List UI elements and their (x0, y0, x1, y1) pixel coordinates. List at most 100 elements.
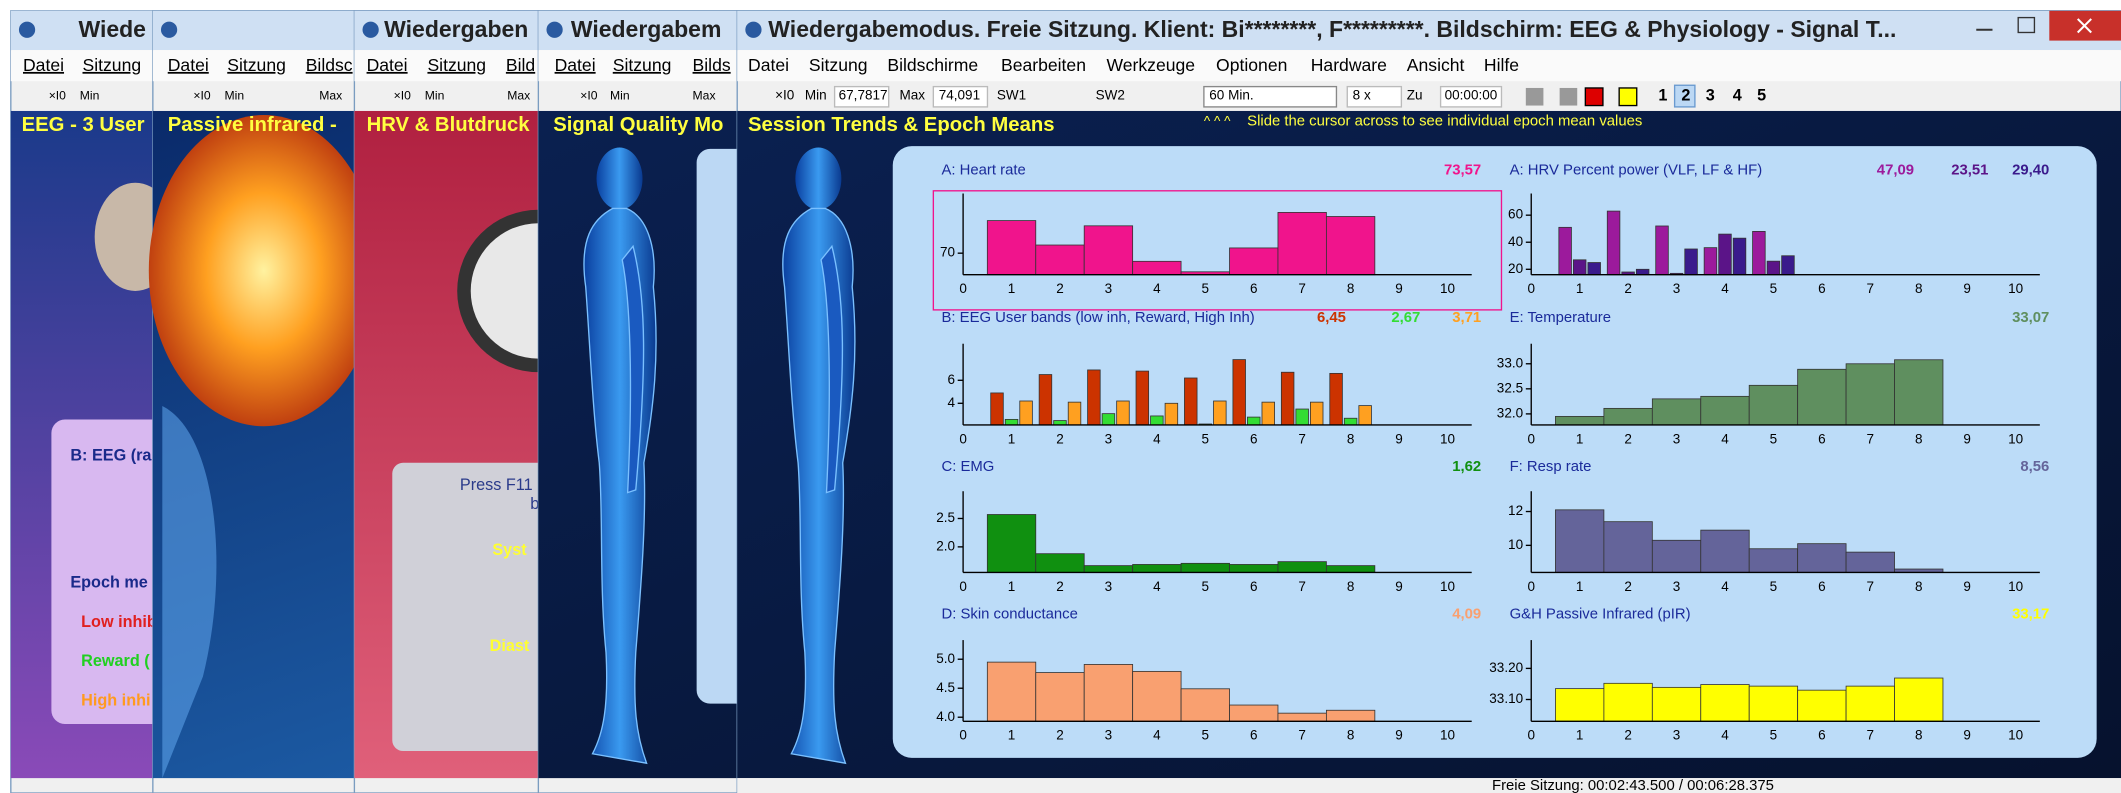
menu-item[interactable]: Hilfe (1484, 55, 1519, 75)
bar (1359, 406, 1372, 425)
x-tick-label: 1 (1576, 579, 1584, 594)
toolbar-label: Max (900, 88, 926, 103)
window-title: Wiedergabemodus. Freie Sitzung. Klient: … (768, 16, 1896, 42)
menu-item[interactable]: Bilds (693, 55, 731, 75)
toolbar-label: Max (507, 88, 530, 102)
menu-item[interactable]: Sitzung (427, 55, 486, 75)
bar (1181, 563, 1229, 572)
y-tick-label: 40 (1508, 234, 1523, 249)
x-tick-label: 2 (1056, 579, 1064, 594)
x-tick-label: 8 (1915, 728, 1923, 743)
x-tick-label: 6 (1250, 281, 1258, 296)
menu-item[interactable]: Sitzung (83, 55, 142, 75)
x-tick-label: 9 (1963, 281, 1971, 296)
y-tick-label: 5.0 (936, 651, 955, 666)
x-tick-label: 0 (959, 579, 967, 594)
readout: 47,09 (1877, 162, 1914, 178)
x-tick-label: 4 (1153, 281, 1161, 296)
menu-item[interactable]: Hardware (1311, 55, 1387, 75)
x-tick-label: 6 (1250, 728, 1258, 743)
menu-item[interactable]: Optionen (1216, 55, 1287, 75)
x-tick-label: 7 (1867, 579, 1875, 594)
menu-item[interactable]: Sitzung (613, 55, 672, 75)
x-tick-label: 4 (1721, 431, 1729, 446)
x-tick-label: 2 (1056, 728, 1064, 743)
x-tick-label: 3 (1673, 728, 1681, 743)
x-tick-label: 8 (1347, 431, 1355, 446)
toolbar-label[interactable]: 5 (1757, 86, 1766, 104)
bar (1701, 396, 1749, 425)
panel-text: Low inhib (81, 613, 157, 631)
x-tick-label: 10 (1440, 728, 1455, 743)
window-title: Wiede (78, 16, 146, 42)
bar (1604, 522, 1652, 573)
menu-item[interactable]: Bearbeiten (1001, 55, 1086, 75)
toolbar-label[interactable]: 1 (1658, 86, 1667, 104)
bar (1753, 231, 1766, 274)
bar (1133, 564, 1181, 572)
x-tick-label: 3 (1105, 281, 1113, 296)
bar (1262, 402, 1275, 425)
chart-title: F: Resp rate (1510, 459, 1592, 475)
menu-item[interactable]: Sitzung (227, 55, 286, 75)
toolbar-label[interactable]: 2 (1681, 86, 1690, 104)
x-tick-label: 1 (1576, 728, 1584, 743)
x-tick-label: 0 (959, 728, 967, 743)
x-tick-label: 4 (1153, 579, 1161, 594)
bar (1652, 540, 1700, 572)
menu-item[interactable]: Datei (23, 55, 64, 75)
x-tick-label: 2 (1056, 431, 1064, 446)
bar (1084, 226, 1132, 275)
menu-item[interactable]: Ansicht (1407, 55, 1465, 75)
toolbar-label[interactable]: 3 (1706, 86, 1715, 104)
bar (987, 515, 1035, 573)
toolbar-label[interactable]: Zu (1407, 88, 1423, 103)
x-tick-label: 10 (2008, 431, 2023, 446)
bar (1846, 364, 1894, 425)
bar (1036, 554, 1084, 573)
bar (1704, 248, 1717, 275)
x-tick-label: 2 (1624, 431, 1632, 446)
y-tick-label: 6 (947, 372, 955, 387)
menu-item[interactable]: Bildschirme (887, 55, 978, 75)
menu-item[interactable]: Werkzeuge (1106, 55, 1195, 75)
bar (1846, 686, 1894, 721)
toolbar-label[interactable]: SW1 (997, 88, 1026, 103)
x-tick-label: 8 (1915, 281, 1923, 296)
bar (1798, 690, 1846, 721)
x-tick-label: 5 (1770, 728, 1778, 743)
bar (1749, 549, 1797, 573)
x-tick-label: 10 (1440, 281, 1455, 296)
toolbar-label[interactable]: SW2 (1096, 88, 1125, 103)
window-title: Wiedergabem (571, 16, 722, 42)
menu-item[interactable]: Datei (555, 55, 596, 75)
readout: 33,17 (2012, 606, 2049, 622)
x-tick-label: 5 (1202, 728, 1210, 743)
menu-item[interactable]: Bild (506, 55, 535, 75)
screen-title: Session Trends & Epoch Means (748, 114, 1054, 136)
toolbar-label[interactable]: 4 (1733, 86, 1742, 104)
bar (1555, 689, 1603, 722)
menu-item[interactable]: Datei (168, 55, 209, 75)
panel-text: Press F11 (460, 476, 533, 494)
readout: 23,51 (1951, 162, 1988, 178)
x-tick-label: 5 (1202, 281, 1210, 296)
x-tick-label: 4 (1721, 281, 1729, 296)
menu-item[interactable]: Sitzung (809, 55, 868, 75)
x-tick-label: 8 (1347, 728, 1355, 743)
bar (1084, 566, 1132, 573)
x-tick-label: 5 (1770, 281, 1778, 296)
menu-item[interactable]: Datei (367, 55, 408, 75)
bar (1749, 385, 1797, 425)
toolbar-label[interactable]: 00:00:00 (1445, 88, 1498, 103)
y-tick-label: 2.0 (936, 538, 955, 553)
screen-title: HRV & Blutdruck (367, 114, 531, 136)
toolbar-label[interactable]: 60 Min. (1209, 88, 1253, 103)
toolbar-label[interactable]: 8 x (1353, 88, 1371, 103)
bar (1247, 417, 1260, 425)
y-tick-label: 10 (1508, 537, 1523, 552)
bar (1798, 544, 1846, 573)
bar (987, 221, 1035, 275)
menu-item[interactable]: Datei (748, 55, 789, 75)
menu-item[interactable]: Bildsc (306, 55, 353, 75)
